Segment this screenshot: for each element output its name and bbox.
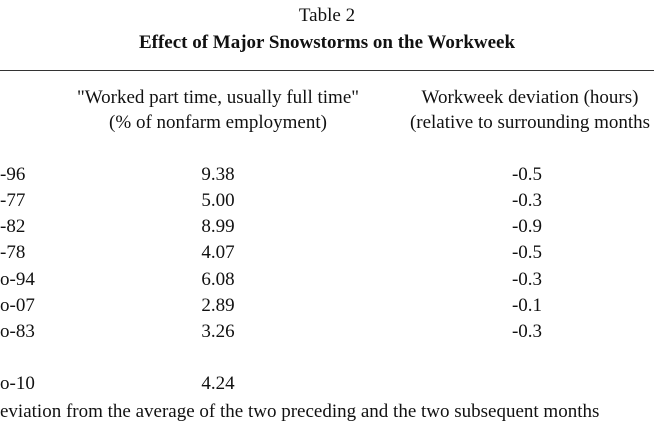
- row-label: -82: [0, 216, 26, 237]
- row-label: o-94: [0, 269, 35, 290]
- table-subtitle: Effect of Major Snowstorms on the Workwe…: [138, 32, 516, 53]
- cell: -0.5: [511, 164, 543, 185]
- cell: -0.5: [511, 242, 543, 263]
- cell: -0.3: [511, 269, 543, 290]
- row-label: o-10: [0, 373, 35, 394]
- cell: 3.26: [201, 321, 235, 342]
- row-label: -77: [0, 190, 26, 211]
- rule: [0, 70, 654, 71]
- cell: -0.1: [511, 295, 543, 316]
- column-header: "Worked part time, usually full time": [76, 87, 360, 108]
- cell: 4.24: [201, 373, 235, 394]
- cell: 5.00: [201, 190, 235, 211]
- cell: 8.99: [201, 216, 235, 237]
- row-label: -78: [0, 242, 26, 263]
- cell: -0.3: [511, 190, 543, 211]
- cell: 6.08: [201, 269, 235, 290]
- table-title: Table 2: [298, 5, 356, 26]
- cell: -0.9: [511, 216, 543, 237]
- row-label: o-07: [0, 295, 35, 316]
- cell: -0.3: [511, 321, 543, 342]
- cell: 9.38: [201, 164, 235, 185]
- column-header: Workweek deviation (hours): [421, 87, 639, 108]
- cell: 4.07: [201, 242, 235, 263]
- cell: 2.89: [201, 295, 235, 316]
- row-label: o-83: [0, 321, 35, 342]
- row-label: -96: [0, 164, 26, 185]
- column-header: (% of nonfarm employment): [109, 112, 327, 133]
- footnote: eviation from the average of the two pre…: [0, 401, 600, 422]
- column-header: (relative to surrounding months: [409, 112, 651, 133]
